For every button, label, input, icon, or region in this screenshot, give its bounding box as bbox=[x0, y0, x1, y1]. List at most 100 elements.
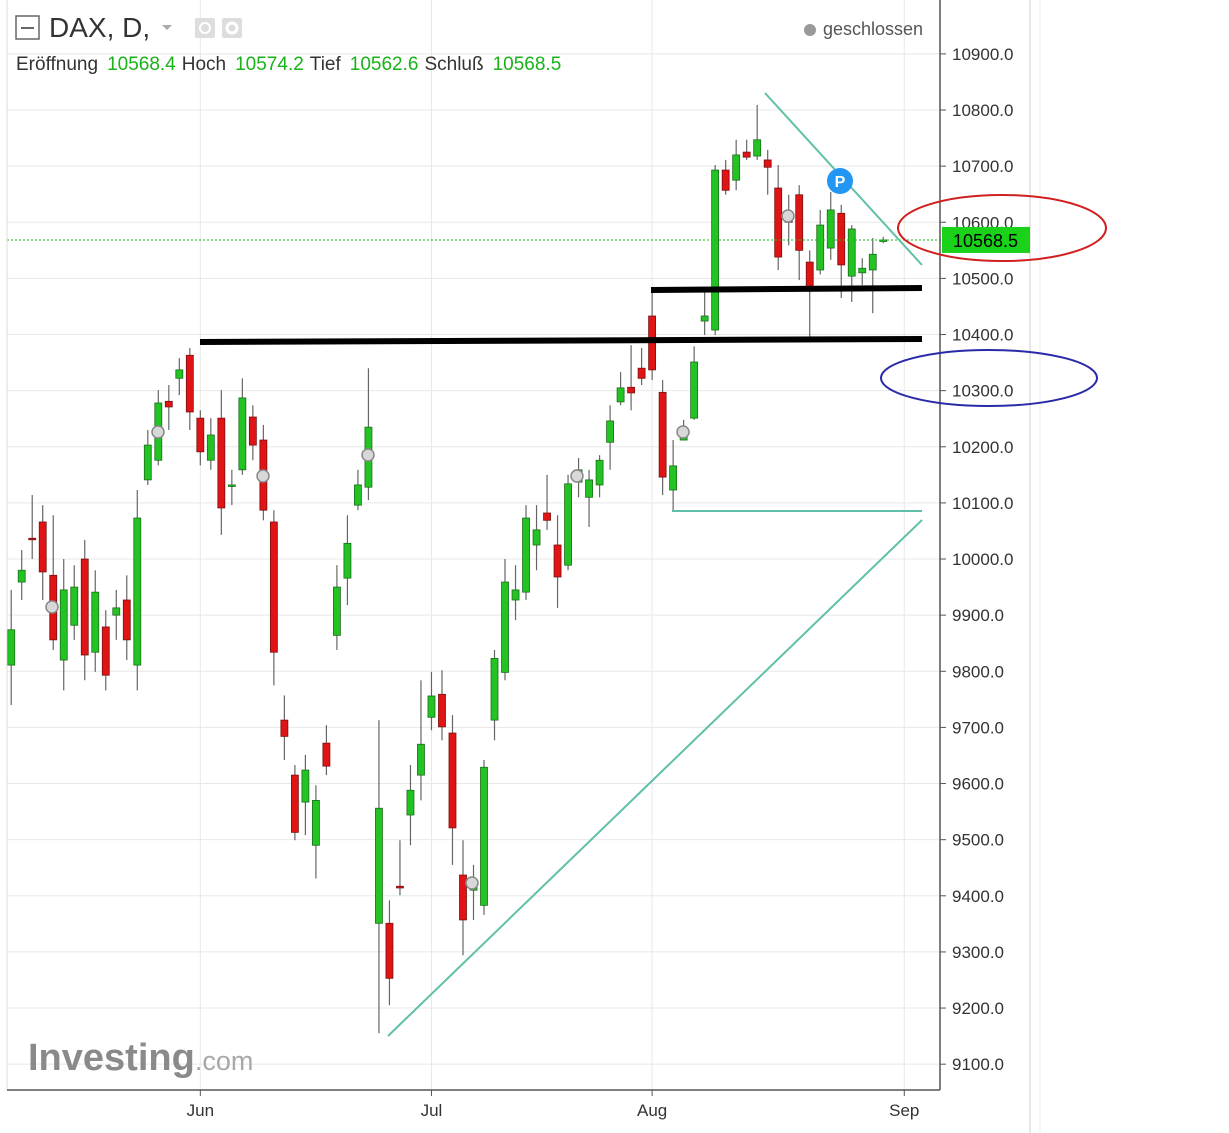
candle-body bbox=[7, 629, 16, 666]
candle-body bbox=[522, 517, 530, 593]
candle-body bbox=[301, 769, 310, 803]
event-marker[interactable] bbox=[45, 600, 59, 614]
watermark: Investing.com bbox=[28, 1037, 253, 1079]
y-tick-label: 9100.0 bbox=[952, 1055, 1004, 1074]
candle-body bbox=[459, 874, 467, 921]
eye-icon[interactable] bbox=[195, 18, 216, 38]
candle-body bbox=[448, 732, 457, 829]
candle-body bbox=[564, 483, 572, 566]
grid bbox=[7, 0, 940, 1090]
candle-body bbox=[133, 517, 142, 666]
event-marker[interactable] bbox=[781, 209, 795, 223]
candle-body bbox=[122, 599, 131, 641]
candle-body bbox=[669, 465, 678, 491]
candle-body bbox=[375, 807, 383, 924]
candle-body bbox=[742, 151, 751, 158]
candle-body bbox=[606, 420, 614, 443]
candle-body bbox=[480, 766, 488, 906]
candle-body bbox=[343, 542, 352, 579]
candle-body bbox=[753, 139, 762, 157]
y-tick-label: 9400.0 bbox=[952, 887, 1004, 906]
candle-body bbox=[333, 586, 341, 636]
event-marker[interactable] bbox=[151, 425, 165, 439]
candle-body bbox=[269, 521, 278, 653]
event-marker[interactable] bbox=[676, 425, 690, 439]
event-markers bbox=[45, 209, 795, 890]
header: DAX, D, bbox=[15, 12, 260, 44]
candle-body bbox=[217, 417, 226, 509]
candle-body bbox=[185, 354, 194, 413]
y-tick-label: 9200.0 bbox=[952, 999, 1004, 1018]
y-tick-label: 10400.0 bbox=[952, 326, 1013, 345]
candle-body bbox=[868, 253, 877, 271]
candle-body bbox=[721, 169, 730, 191]
collapse-icon[interactable] bbox=[15, 15, 41, 41]
candle-body bbox=[311, 799, 320, 846]
candle-body bbox=[406, 789, 415, 816]
y-tick-label: 10200.0 bbox=[952, 438, 1013, 457]
event-marker[interactable] bbox=[256, 469, 270, 483]
candle-body bbox=[354, 484, 362, 506]
candle-body bbox=[700, 315, 709, 322]
candle-body bbox=[164, 400, 173, 408]
x-tick-label: Sep bbox=[889, 1101, 919, 1120]
candle-body bbox=[711, 169, 720, 331]
candle-body bbox=[795, 194, 804, 251]
x-tick-label: Jul bbox=[421, 1101, 443, 1120]
support-line bbox=[650, 285, 923, 293]
candle-body bbox=[858, 267, 867, 274]
y-tick-label: 9300.0 bbox=[952, 943, 1004, 962]
y-tick-label: 9800.0 bbox=[952, 662, 1004, 681]
legend-label: Eröffnung bbox=[16, 54, 99, 75]
settings-icon[interactable] bbox=[222, 18, 243, 38]
candle-body bbox=[70, 586, 79, 626]
candle-body bbox=[658, 391, 667, 478]
candle-body bbox=[774, 187, 783, 258]
legend-label: Schluß bbox=[424, 54, 484, 75]
last-price-label: 10568.5 bbox=[953, 231, 1018, 251]
legend-label: Tief bbox=[309, 54, 341, 75]
last-price-tag bbox=[942, 226, 1030, 253]
x-tick-label: Aug bbox=[637, 1101, 667, 1120]
event-marker[interactable] bbox=[361, 448, 375, 462]
candle-body bbox=[143, 444, 152, 481]
trend-line bbox=[387, 519, 923, 1037]
candle-body bbox=[847, 228, 856, 277]
candle-body bbox=[112, 607, 121, 616]
dropdown-caret[interactable] bbox=[162, 25, 173, 30]
candle-body bbox=[595, 459, 604, 486]
candle-body bbox=[511, 589, 520, 601]
candle-body bbox=[80, 558, 89, 656]
candle-body bbox=[732, 154, 741, 181]
p-marker[interactable] bbox=[827, 168, 853, 194]
support-line bbox=[199, 336, 923, 345]
event-marker[interactable] bbox=[465, 876, 479, 890]
chart-title: DAX, D, bbox=[49, 12, 151, 43]
candle-body bbox=[763, 159, 772, 168]
candle-body bbox=[616, 387, 625, 403]
event-marker[interactable] bbox=[570, 469, 584, 483]
candle-body bbox=[490, 657, 499, 721]
candle-body bbox=[38, 521, 47, 573]
y-tick-label: 10500.0 bbox=[952, 269, 1013, 288]
candle-body bbox=[28, 537, 37, 541]
candle-body bbox=[206, 434, 215, 461]
y-tick-label: 9700.0 bbox=[952, 718, 1004, 737]
candle-body bbox=[396, 885, 404, 889]
watermark-suffix: .com bbox=[195, 1046, 254, 1076]
highlight-ellipse bbox=[897, 194, 1107, 262]
legend-value: 10562.6 bbox=[349, 54, 419, 75]
status-text: geschlossen bbox=[823, 19, 924, 39]
axes: 9100.0 9200.0 9300.0 9400.0 9500.0 9600.0 9700… bbox=[187, 45, 1030, 1120]
candle-body bbox=[637, 367, 646, 379]
candle-body bbox=[322, 742, 331, 767]
y-tick-label: 10900.0 bbox=[952, 45, 1013, 64]
watermark-main: Investing bbox=[28, 1037, 195, 1079]
candle-body bbox=[91, 591, 100, 653]
legend-value: 10568.4 bbox=[107, 54, 176, 75]
candle-body bbox=[238, 397, 247, 471]
x-tick-label: Jun bbox=[187, 1101, 214, 1120]
